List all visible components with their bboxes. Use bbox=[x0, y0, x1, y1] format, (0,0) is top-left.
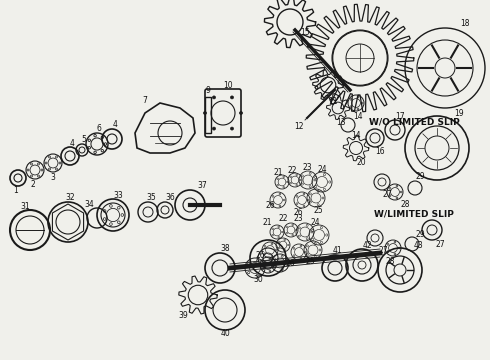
Text: 17: 17 bbox=[395, 112, 405, 121]
Text: 29: 29 bbox=[415, 171, 425, 180]
Text: 27: 27 bbox=[382, 189, 392, 198]
Text: 25: 25 bbox=[305, 257, 315, 266]
Text: 27: 27 bbox=[435, 239, 445, 248]
Text: 24: 24 bbox=[317, 165, 327, 174]
Text: 38: 38 bbox=[220, 243, 230, 252]
Text: 22: 22 bbox=[278, 213, 288, 222]
Text: 43: 43 bbox=[413, 240, 423, 249]
Text: 37: 37 bbox=[197, 180, 207, 189]
Text: 22: 22 bbox=[287, 166, 297, 175]
Circle shape bbox=[213, 127, 216, 130]
Text: 29: 29 bbox=[415, 230, 425, 239]
Text: 10: 10 bbox=[223, 81, 233, 90]
Text: 21: 21 bbox=[262, 217, 272, 226]
Text: 25: 25 bbox=[313, 206, 323, 215]
Text: 7: 7 bbox=[143, 95, 147, 104]
Text: 39: 39 bbox=[178, 310, 188, 320]
Text: 9: 9 bbox=[206, 86, 210, 95]
Text: 15: 15 bbox=[300, 27, 310, 36]
Text: W/O LIMITED SLIP: W/O LIMITED SLIP bbox=[368, 118, 460, 127]
Text: 41: 41 bbox=[332, 246, 342, 255]
Text: 14: 14 bbox=[353, 112, 363, 121]
Text: 12: 12 bbox=[294, 122, 304, 131]
Text: 36: 36 bbox=[165, 193, 175, 202]
Text: 27: 27 bbox=[378, 246, 388, 255]
Text: 32: 32 bbox=[65, 193, 75, 202]
Text: 2: 2 bbox=[31, 180, 35, 189]
Text: 14: 14 bbox=[351, 131, 361, 140]
Text: 40: 40 bbox=[220, 329, 230, 338]
Text: 26: 26 bbox=[293, 207, 303, 216]
Text: 42: 42 bbox=[362, 240, 372, 249]
Text: 20: 20 bbox=[356, 158, 366, 166]
Text: 11: 11 bbox=[328, 96, 338, 105]
Text: 26: 26 bbox=[265, 201, 275, 210]
Text: 4: 4 bbox=[70, 139, 74, 148]
Text: 23: 23 bbox=[293, 213, 303, 222]
Text: 5: 5 bbox=[81, 135, 86, 144]
Text: 33: 33 bbox=[113, 190, 123, 199]
Circle shape bbox=[230, 96, 234, 99]
Text: 31: 31 bbox=[20, 202, 30, 211]
Text: 1: 1 bbox=[14, 185, 19, 194]
Circle shape bbox=[213, 96, 216, 99]
Text: 26: 26 bbox=[255, 251, 265, 260]
Text: 28: 28 bbox=[385, 257, 395, 266]
Bar bbox=[205, 97, 211, 133]
Text: 28: 28 bbox=[400, 199, 410, 208]
Text: 34: 34 bbox=[84, 199, 94, 208]
Text: 4: 4 bbox=[113, 120, 118, 129]
Text: 6: 6 bbox=[97, 123, 101, 132]
Text: 21: 21 bbox=[273, 167, 283, 176]
Text: 13: 13 bbox=[336, 117, 346, 126]
Text: 23: 23 bbox=[302, 162, 312, 171]
Text: 19: 19 bbox=[454, 108, 464, 117]
Text: 35: 35 bbox=[146, 193, 156, 202]
Text: 24: 24 bbox=[310, 217, 320, 226]
Circle shape bbox=[240, 112, 243, 114]
Circle shape bbox=[203, 112, 206, 114]
Text: 16: 16 bbox=[375, 147, 385, 156]
Text: 3: 3 bbox=[50, 172, 55, 181]
Text: 18: 18 bbox=[460, 18, 470, 27]
Text: W/LIMITED SLIP: W/LIMITED SLIP bbox=[374, 210, 454, 219]
Text: 30: 30 bbox=[253, 275, 263, 284]
Text: 26: 26 bbox=[285, 260, 295, 269]
Circle shape bbox=[230, 127, 234, 130]
